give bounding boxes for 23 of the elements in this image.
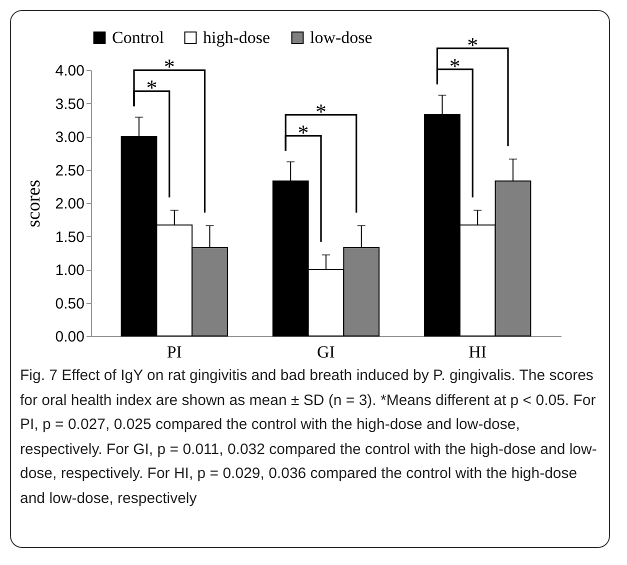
y-tick-label: 0.00: [55, 328, 84, 346]
y-tick-label: 3.00: [55, 129, 84, 146]
annotation: *: [449, 53, 460, 78]
annotation: *: [146, 75, 158, 100]
caption: Fig. 7 Effect of IgY on rat gingivitis and bad breath induced by P. gingivalis. The scores for oral health index are shown as mean ± SD (n = 3). *Means different at p < 0.05. For PI, p = 0.027, 0.025 compared the control with the high-dose and low-dose, respectively. For GI, p = 0.011, 0.032 compared the control with the high-dose and low-dose, respectively. For HI, p = 0.029, 0.036 compared the control with the high-dose and low-dose, respectively: [20, 366, 598, 508]
y-tick-label: 0.50: [55, 295, 84, 312]
y-tick-label: 2.00: [55, 196, 84, 212]
legend-label: Control: [112, 28, 164, 47]
y-tick-label: 4.00: [55, 62, 84, 80]
annotation: *: [298, 120, 309, 145]
legend-label: low-dose: [310, 28, 372, 47]
y-tick-label: 3.50: [55, 96, 84, 113]
annotation: *: [316, 98, 326, 124]
x-tick-label: PI: [166, 342, 182, 362]
x-tick-label: HI: [468, 342, 487, 362]
y-tick-label: 1.50: [55, 228, 84, 246]
y-axis-title: scores: [23, 180, 44, 228]
y-tick-label: 2.50: [55, 162, 84, 180]
text: *: [467, 32, 478, 58]
annotation: *: [164, 54, 175, 80]
y-tick-label: 1.00: [55, 262, 84, 279]
legend-label: high-dose: [203, 28, 270, 47]
x-tick-label: GI: [317, 342, 336, 362]
